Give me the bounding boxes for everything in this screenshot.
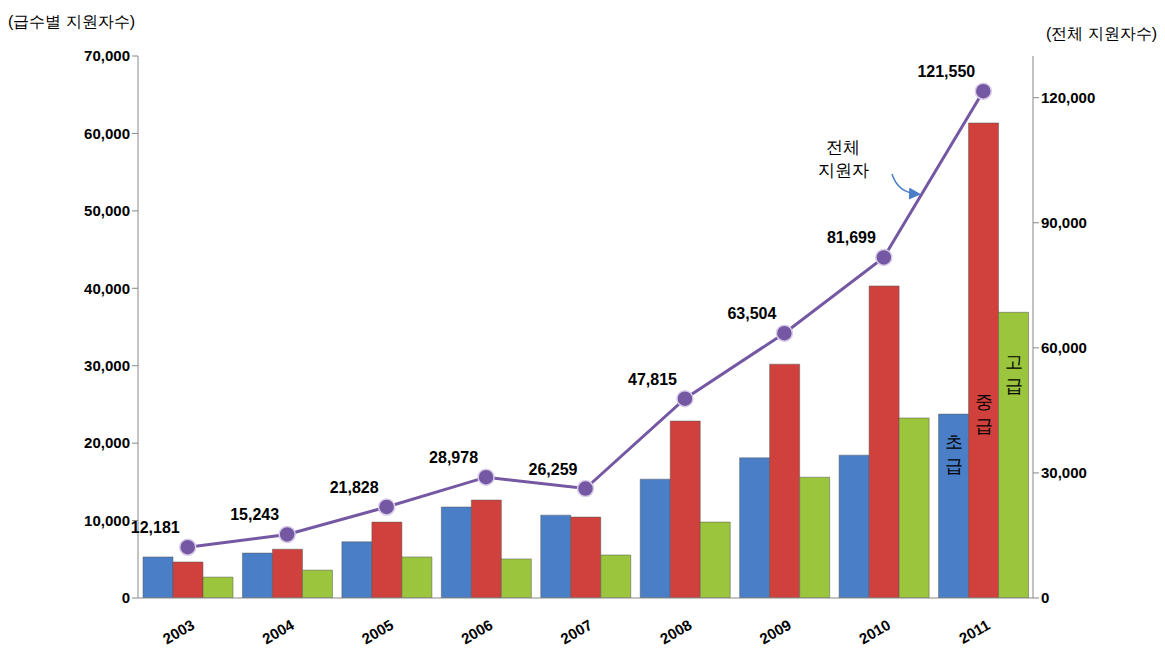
svg-text:60,000: 60,000 — [1041, 339, 1087, 356]
svg-text:급: 급 — [1005, 376, 1023, 396]
html-text:전체: 전체 — [826, 138, 860, 157]
svg-text:2003: 2003 — [160, 616, 197, 647]
svg-text:2007: 2007 — [558, 616, 595, 647]
svg-text:12,181: 12,181 — [131, 519, 180, 536]
html-text:(급수별 지원자수): (급수별 지원자수) — [8, 13, 136, 30]
html-text:(전체 지원자수): (전체 지원자수) — [1045, 25, 1157, 42]
svg-text:2011: 2011 — [956, 616, 993, 647]
svg-text:초: 초 — [945, 432, 963, 452]
svg-text:40,000: 40,000 — [84, 280, 130, 297]
svg-text:121,550: 121,550 — [917, 63, 975, 80]
svg-text:21,828: 21,828 — [330, 479, 379, 496]
svg-text:급: 급 — [975, 416, 993, 436]
svg-text:15,243: 15,243 — [230, 506, 279, 523]
svg-text:50,000: 50,000 — [84, 202, 130, 219]
svg-text:2005: 2005 — [359, 616, 396, 647]
svg-text:2009: 2009 — [756, 616, 793, 647]
svg-text:2008: 2008 — [657, 616, 694, 647]
svg-text:70,000: 70,000 — [84, 47, 130, 64]
svg-text:47,815: 47,815 — [628, 371, 677, 388]
svg-text:0: 0 — [122, 589, 130, 606]
svg-text:28,978: 28,978 — [429, 449, 478, 466]
svg-text:2004: 2004 — [259, 616, 297, 648]
svg-text:120,000: 120,000 — [1041, 89, 1095, 106]
svg-text:고: 고 — [1005, 352, 1023, 372]
svg-text:26,259: 26,259 — [529, 461, 578, 478]
svg-text:60,000: 60,000 — [84, 125, 130, 142]
svg-text:2006: 2006 — [458, 616, 495, 647]
svg-text:30,000: 30,000 — [1041, 464, 1087, 481]
svg-text:중: 중 — [975, 392, 993, 412]
html-text:지원자: 지원자 — [817, 161, 869, 180]
svg-text:81,699: 81,699 — [827, 229, 876, 246]
svg-text:20,000: 20,000 — [84, 434, 130, 451]
svg-text:63,504: 63,504 — [727, 305, 776, 322]
svg-text:2010: 2010 — [856, 616, 893, 647]
svg-text:30,000: 30,000 — [84, 357, 130, 374]
svg-text:10,000: 10,000 — [84, 512, 130, 529]
svg-text:0: 0 — [1041, 589, 1049, 606]
svg-text:급: 급 — [945, 456, 963, 476]
svg-text:90,000: 90,000 — [1041, 214, 1087, 231]
